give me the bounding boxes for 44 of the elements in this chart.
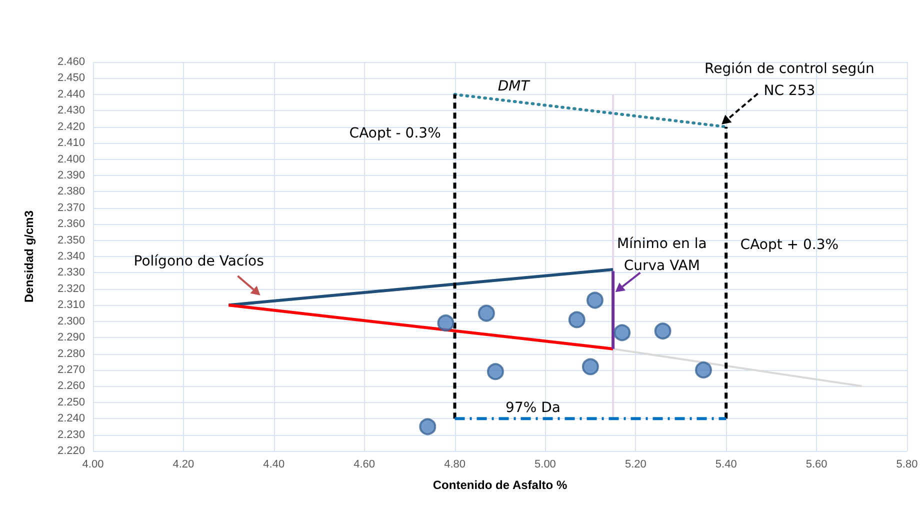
annotation: DMT: [498, 78, 531, 94]
annotation: 97% Da: [506, 400, 560, 416]
y-tick-label: 2.420: [57, 120, 85, 133]
y-tick-label: 2.430: [57, 104, 85, 117]
y-tick-label: 2.260: [57, 380, 85, 392]
annotation: Polígono de Vacíos: [134, 253, 264, 270]
x-tick-label: 4.60: [354, 458, 376, 470]
x-tick-label: 4.00: [82, 458, 104, 470]
y-tick-label: 2.370: [57, 202, 85, 214]
x-tick-label: 5.40: [715, 458, 737, 470]
annotation: Región de control según NC 253: [704, 60, 874, 99]
y-axis-title: Densidad g/cm3: [22, 210, 36, 303]
y-tick-label: 2.410: [57, 137, 85, 150]
x-tick-label: 5.80: [896, 458, 918, 470]
x-tick-label: 4.80: [444, 458, 466, 470]
y-tick-label: 2.450: [57, 72, 85, 84]
y-tick-label: 2.320: [57, 282, 85, 295]
y-tick-label: 2.340: [57, 250, 85, 262]
y-tick-label: 2.390: [57, 169, 85, 182]
x-tick-label: 5.00: [534, 458, 556, 470]
annotation: Mínimo en la Curva VAM: [616, 236, 707, 274]
y-tick-label: 2.460: [57, 56, 85, 68]
y-tick-label: 2.270: [57, 364, 85, 376]
y-tick-label: 2.310: [57, 299, 85, 312]
y-tick-label: 2.300: [57, 315, 85, 328]
y-tick-label: 2.290: [57, 332, 85, 344]
y-tick-label: 2.380: [57, 186, 85, 198]
y-tick-label: 2.280: [57, 348, 85, 360]
x-tick-label: 5.60: [806, 458, 828, 470]
y-tick-label: 2.330: [57, 266, 85, 279]
y-tick-label: 2.250: [57, 396, 85, 408]
x-axis-title: Contenido de Asfalto %: [432, 478, 568, 492]
y-tick-label: 2.240: [57, 412, 85, 425]
annotation: CAopt - 0.3%: [349, 125, 441, 142]
y-tick-label: 2.230: [57, 428, 85, 441]
x-tick-label: 4.40: [263, 458, 285, 470]
y-tick-label: 2.400: [57, 153, 85, 166]
annotation: CAopt + 0.3%: [740, 237, 839, 254]
y-tick-label: 2.220: [57, 445, 85, 457]
x-tick-label: 4.20: [172, 458, 194, 470]
x-tick-label: 5.20: [624, 458, 646, 470]
y-tick-label: 2.440: [57, 88, 85, 100]
y-tick-label: 2.360: [57, 218, 85, 230]
y-tick-label: 2.350: [57, 234, 85, 246]
